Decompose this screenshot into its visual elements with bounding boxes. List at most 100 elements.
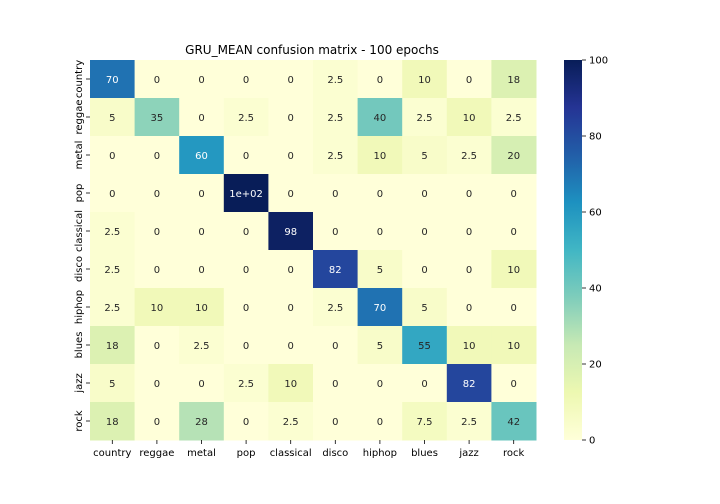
cell-annotation: 0: [154, 151, 160, 162]
heatmap-cell: [223, 326, 269, 365]
cell-annotation: 0: [421, 227, 427, 238]
cell-annotation: 0: [332, 417, 338, 428]
heatmap-cell: [402, 364, 448, 403]
heatmap-cell: [134, 98, 180, 137]
cell-annotation: 0: [154, 341, 160, 352]
heatmap-cell: [357, 212, 403, 251]
heatmap-cell: [313, 326, 359, 365]
cell-annotation: 0: [243, 341, 249, 352]
cell-annotation: 70: [106, 75, 119, 86]
heatmap-cell: [179, 174, 225, 213]
cell-annotation: 0: [466, 227, 472, 238]
x-tick-label: country: [93, 448, 131, 459]
cell-annotation: 5: [377, 341, 383, 352]
colorbar-gradient: [564, 60, 582, 440]
heatmap-cell: [491, 60, 537, 99]
cell-annotation: 0: [288, 341, 294, 352]
heatmap-cell: [491, 136, 537, 175]
heatmap-cell: [357, 288, 403, 327]
heatmap-cell: [357, 250, 403, 289]
cell-annotation: 2.5: [327, 75, 343, 86]
heatmap-cell: [313, 250, 359, 289]
heatmap-cell: [357, 364, 403, 403]
heatmap-cell: [402, 288, 448, 327]
heatmap-cell: [268, 136, 314, 175]
cell-annotation: 1e+02: [229, 189, 263, 200]
cell-annotation: 98: [284, 227, 297, 238]
x-tick-label: disco: [322, 448, 348, 459]
heatmap-cell: [313, 402, 359, 441]
cell-annotation: 0: [377, 75, 383, 86]
heatmap-cell: [90, 364, 136, 403]
heatmap-cell: [90, 136, 136, 175]
y-tick-label: rock: [74, 410, 85, 432]
cell-annotation: 0: [243, 227, 249, 238]
heatmap-cell: [357, 326, 403, 365]
cell-annotation: 70: [374, 303, 387, 314]
cell-annotation: 0: [243, 303, 249, 314]
heatmap-cell: [491, 212, 537, 251]
cell-annotation: 2.5: [283, 417, 299, 428]
heatmap-cell: [313, 60, 359, 99]
heatmap-cell: [357, 136, 403, 175]
heatmap-cell: [179, 402, 225, 441]
heatmap-cell: [134, 136, 180, 175]
cell-annotation: 5: [377, 265, 383, 276]
colorbar-tick-label: 20: [589, 360, 602, 371]
colorbar-tick-label: 100: [589, 56, 608, 67]
heatmap-cell: [268, 98, 314, 137]
cell-annotation: 0: [421, 379, 427, 390]
x-tick-label: metal: [187, 448, 216, 459]
y-tick-label: classical: [74, 210, 85, 252]
heatmap-cell: [223, 174, 269, 213]
cell-annotation: 0: [377, 189, 383, 200]
cell-annotation: 0: [154, 379, 160, 390]
cell-annotation: 0: [466, 265, 472, 276]
cell-annotation: 0: [421, 189, 427, 200]
heatmap-cell: [90, 250, 136, 289]
heatmap-cell: [313, 98, 359, 137]
y-tick-label: disco: [74, 256, 85, 282]
x-tick-label: reggae: [139, 448, 174, 459]
cell-annotation: 0: [198, 265, 204, 276]
heatmap-cell: [223, 136, 269, 175]
heatmap-cell: [491, 288, 537, 327]
cell-annotation: 28: [195, 417, 208, 428]
cell-annotation: 0: [511, 303, 517, 314]
heatmap-cell: [223, 60, 269, 99]
cell-annotation: 2.5: [461, 151, 477, 162]
heatmap-cell: [223, 402, 269, 441]
heatmap-cell: [179, 60, 225, 99]
cell-annotation: 10: [463, 341, 476, 352]
heatmap-cell: [134, 402, 180, 441]
heatmap-cell: [268, 60, 314, 99]
cell-annotation: 7.5: [417, 417, 433, 428]
cell-annotation: 0: [198, 75, 204, 86]
heatmap-cell: [402, 136, 448, 175]
heatmap-cell: [357, 60, 403, 99]
cell-annotation: 18: [106, 341, 119, 352]
cell-annotation: 0: [332, 227, 338, 238]
cell-annotation: 40: [374, 113, 387, 124]
heatmap-cell: [491, 98, 537, 137]
heatmap-cell: [268, 174, 314, 213]
heatmap-cell: [357, 402, 403, 441]
cell-annotation: 10: [418, 75, 431, 86]
heatmap-cell: [402, 326, 448, 365]
heatmap-cell: [179, 326, 225, 365]
cell-annotation: 2.5: [104, 227, 120, 238]
cell-annotation: 2.5: [417, 113, 433, 124]
cell-annotation: 0: [198, 227, 204, 238]
heatmap-cell: [446, 364, 492, 403]
cell-annotation: 10: [151, 303, 164, 314]
cell-annotation: 0: [243, 265, 249, 276]
x-tick-label: jazz: [458, 448, 478, 459]
heatmap-cell: [357, 98, 403, 137]
cell-annotation: 2.5: [104, 303, 120, 314]
heatmap-cell: [134, 250, 180, 289]
heatmap-cell: [268, 288, 314, 327]
heatmap-cell: [179, 98, 225, 137]
cell-annotation: 20: [507, 151, 520, 162]
cell-annotation: 10: [284, 379, 297, 390]
